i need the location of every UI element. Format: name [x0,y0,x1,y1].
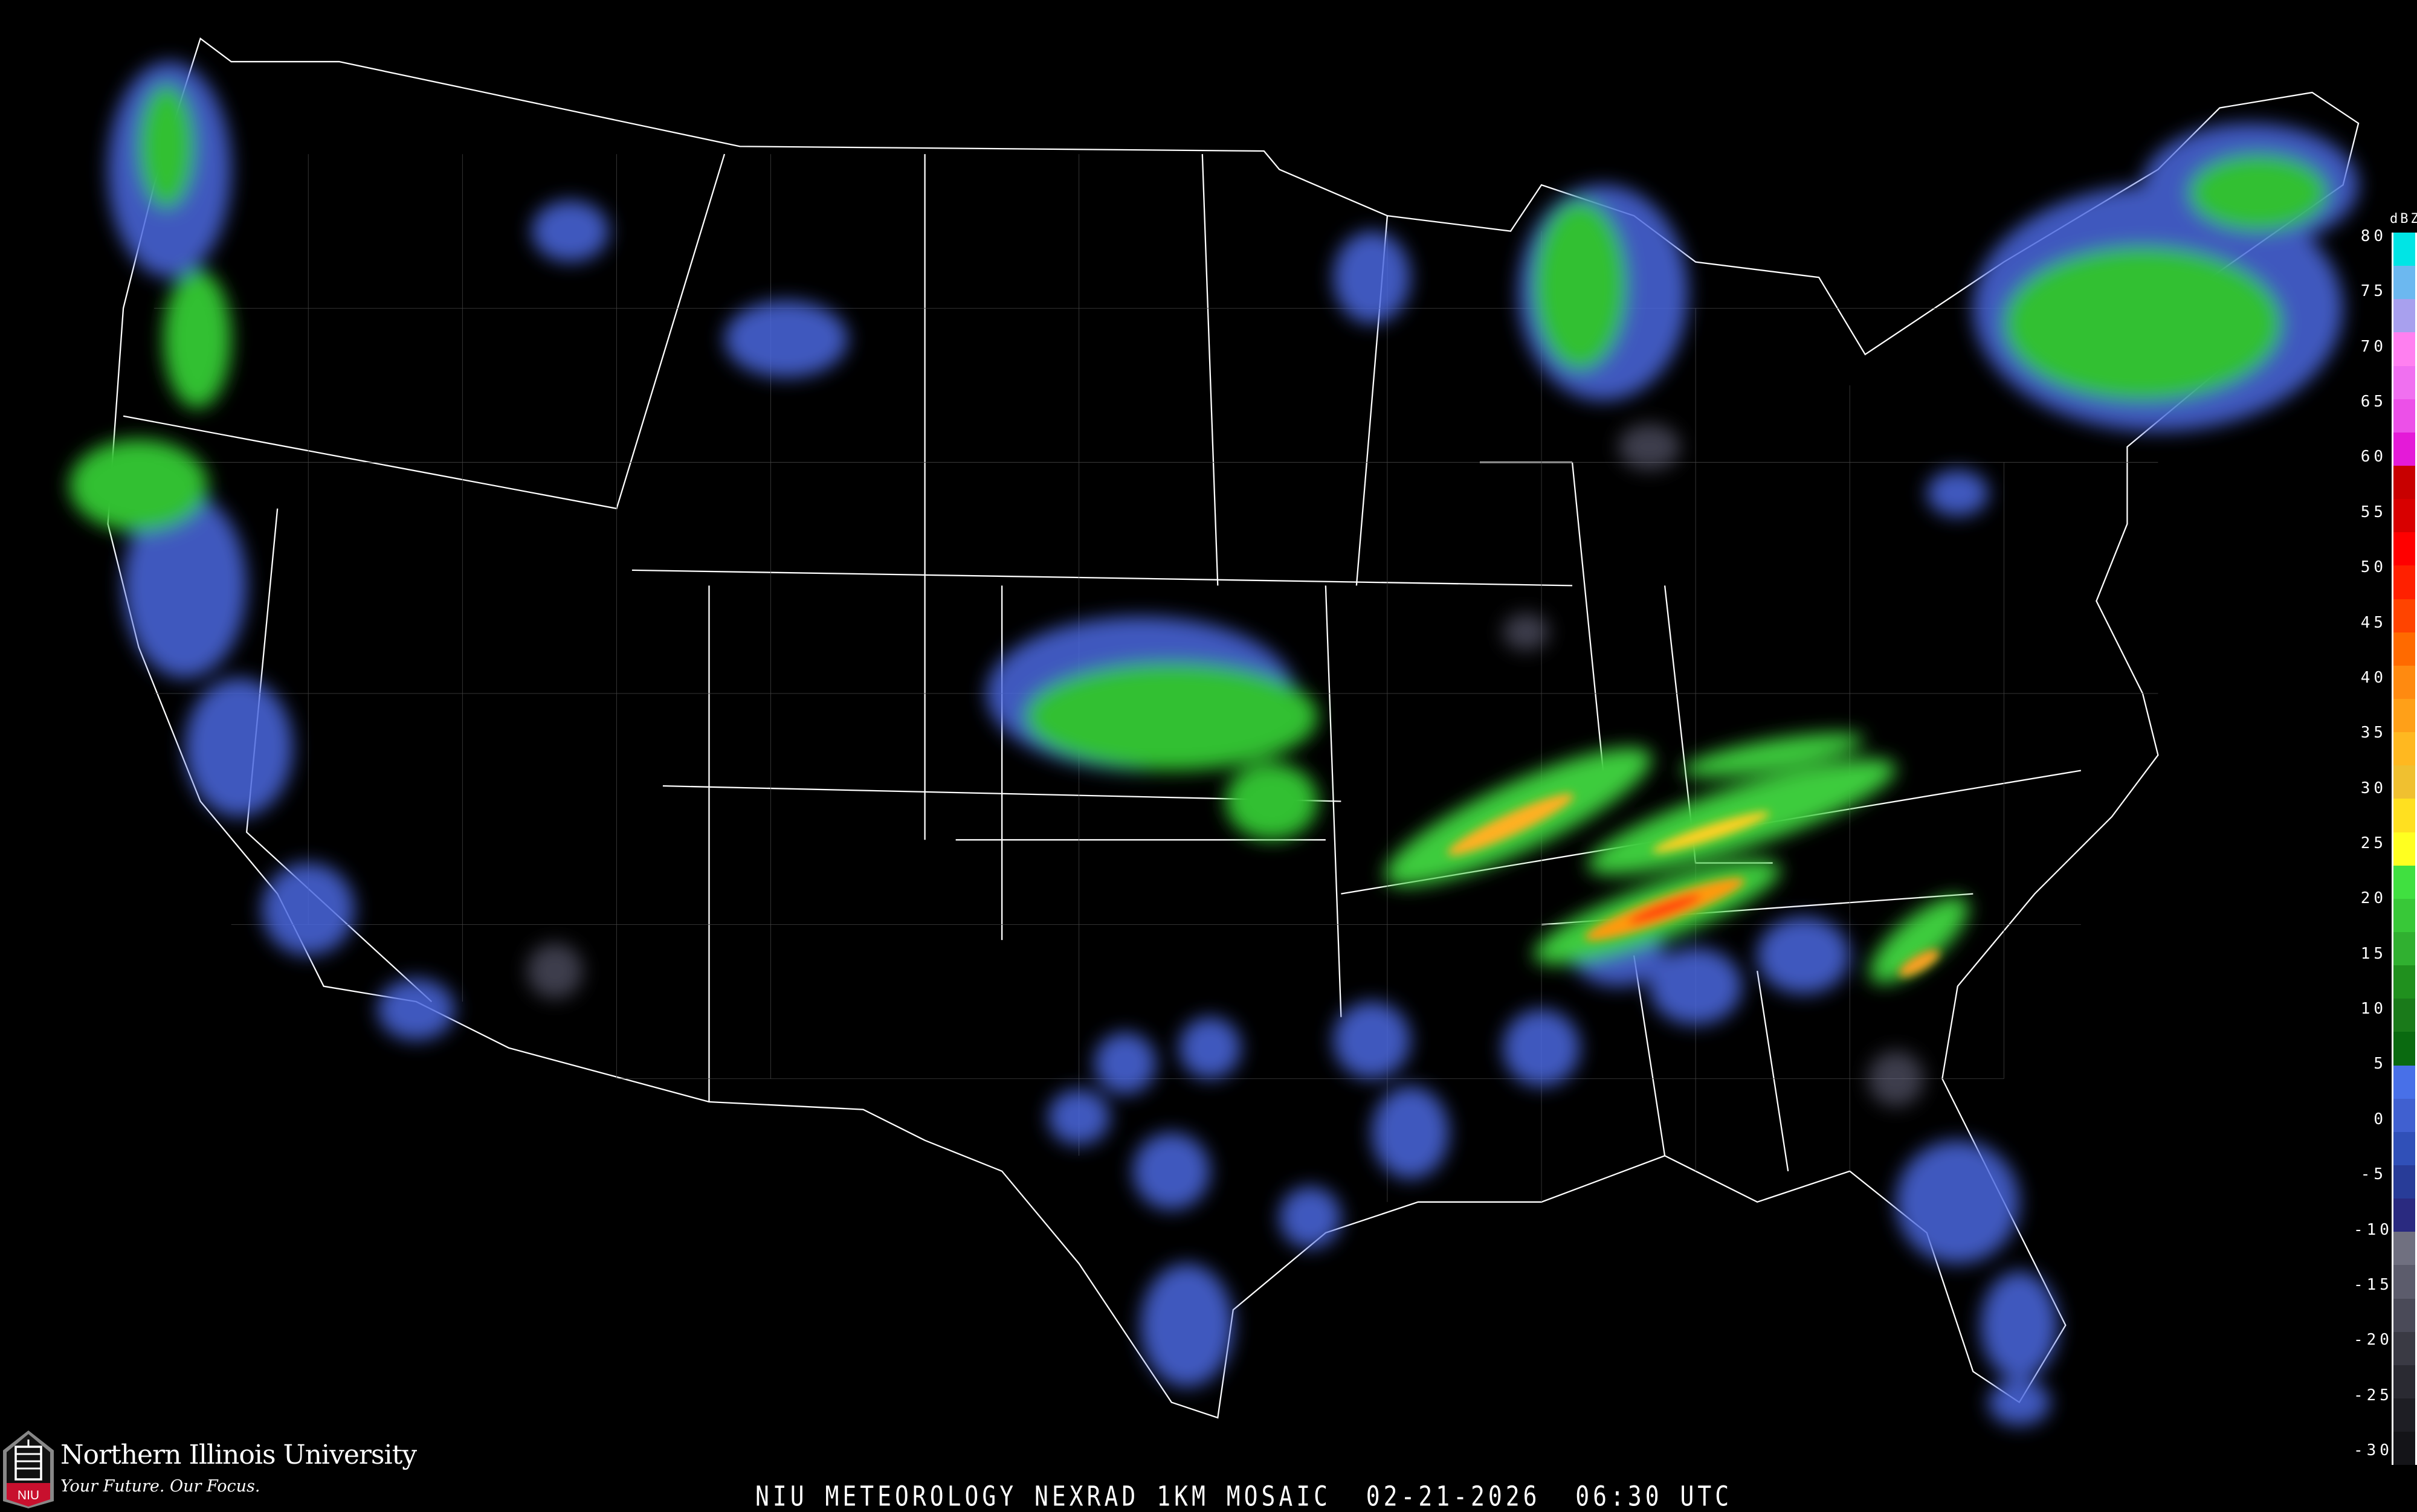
legend-swatch [2393,1032,2415,1066]
legend-swatch [2393,898,2415,932]
legend-label: 5 [2373,1055,2387,1073]
legend-swatch [2393,965,2415,999]
legend-label: -5 [2360,1165,2387,1184]
legend-swatch [2393,999,2415,1032]
legend-label: -15 [2354,1275,2393,1294]
legend-label: 20 [2360,889,2387,908]
legend-label: -10 [2354,1220,2393,1239]
legend-swatch [2393,565,2415,599]
legend-label: 30 [2360,779,2387,797]
legend-swatch [2393,266,2415,300]
legend-label: -30 [2354,1441,2393,1459]
legend-swatch [2393,1165,2415,1199]
legend-swatch [2393,865,2415,899]
legend-swatch [2393,665,2415,699]
legend-swatch [2393,765,2415,799]
legend-swatch [2393,1131,2415,1165]
legend-swatch [2393,332,2415,366]
legend-swatch [2393,1098,2415,1132]
map-title: NIU METEOROLOGY NEXRAD 1KM MOSAIC [755,1480,1331,1512]
legend-label: 75 [2360,282,2387,301]
legend-swatch [2393,599,2415,632]
legend-swatch [2393,732,2415,766]
strong-echoes [1447,793,1940,977]
legend-label: 15 [2360,944,2387,963]
legend-swatch [2393,1265,2415,1299]
legend-label: 25 [2360,834,2387,852]
legend-swatch [2393,499,2415,533]
legend-label: 65 [2360,393,2387,411]
legend-swatch [2393,233,2415,266]
legend-label: 60 [2360,448,2387,466]
legend-swatch [2393,299,2415,333]
legend-swatch [2393,432,2415,466]
legend-swatch [2393,832,2415,866]
legend-swatch [2393,1198,2415,1232]
legend-label: -20 [2354,1331,2393,1350]
legend-label: 50 [2360,558,2387,577]
legend-label: 45 [2360,613,2387,632]
legend-swatch [2393,465,2415,500]
university-name: Northern Illinois University [60,1440,417,1470]
logo-text: NIU [18,1488,39,1502]
legend-label: 70 [2360,337,2387,356]
legend-swatch [2393,1365,2415,1398]
legend-swatch [2393,799,2415,832]
map-caption: NIU METEOROLOGY NEXRAD 1KM MOSAIC 02-21-… [755,1481,1732,1512]
legend-swatch [2393,632,2415,666]
radar-echoes [69,62,2359,1426]
legend-label: -25 [2354,1386,2393,1404]
legend-swatch [2393,698,2415,733]
legend-swatch [2393,1398,2415,1432]
legend-label: 80 [2360,227,2387,245]
niu-logo: NIU [3,1430,54,1508]
legend-label: 55 [2360,503,2387,521]
legend-swatch [2393,365,2415,399]
legend-swatch [2393,1298,2415,1332]
legend-label: 40 [2360,668,2387,687]
map-datetime: 02-21-2026 06:30 UTC [1366,1480,1733,1512]
legend-swatch [2393,1331,2415,1365]
reflectivity-color-scale [2392,233,2417,1465]
university-tagline: Your Future. Our Focus. [60,1477,260,1496]
legend-swatch [2393,399,2415,433]
legend-label: 10 [2360,1000,2387,1018]
legend-swatch [2393,1232,2415,1266]
legend-unit: dBZ [2390,211,2417,227]
state-boundaries [107,37,2360,1419]
legend-label: 0 [2373,1110,2387,1128]
legend-swatch [2393,1065,2415,1099]
legend-swatch [2393,931,2415,966]
legend-swatch [2393,1432,2415,1465]
legend-swatch [2393,532,2415,566]
legend-label: 35 [2360,724,2387,742]
